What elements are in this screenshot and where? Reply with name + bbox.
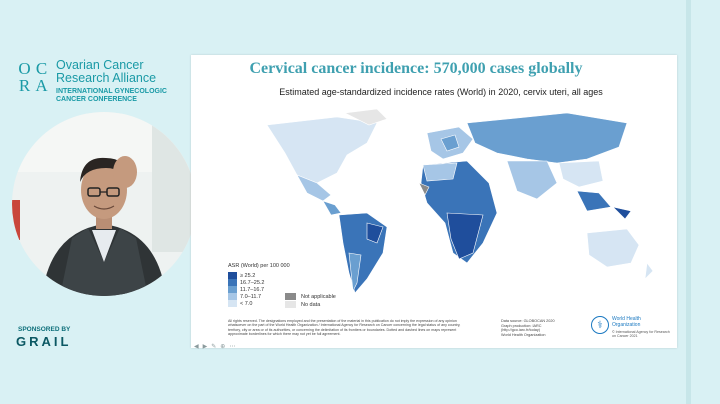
who-emblem-icon: ⚕ bbox=[591, 316, 609, 334]
speaker-image bbox=[12, 112, 196, 296]
conference-line1: INTERNATIONAL GYNECOLOGIC bbox=[56, 88, 167, 95]
ocra-logo-mark: O C R A bbox=[16, 60, 50, 94]
slide-title: Cervical cancer incidence: 570,000 cases… bbox=[249, 60, 583, 77]
sponsor-label: SPONSORED BY bbox=[18, 326, 71, 333]
legend-swatch bbox=[228, 286, 237, 293]
next-slide-icon[interactable]: ▶ bbox=[202, 343, 208, 350]
legend-label: 7.0–11.7 bbox=[240, 293, 262, 300]
legend-item: 7.0–11.7 bbox=[228, 293, 261, 300]
who-copyright: © International Agency for Research on C… bbox=[612, 330, 670, 339]
legend-label: ≥ 25.2 bbox=[240, 272, 256, 279]
presentation-slide: Cervical cancer incidence: 570,000 cases… bbox=[191, 55, 677, 348]
data-source: Data source: GLOBOCAN 2020 Graph product… bbox=[501, 319, 555, 337]
slide-toolbar: ◀ ▶ ✎ ⊕ ⋯ bbox=[194, 342, 394, 350]
logo-letter: A bbox=[35, 76, 48, 95]
org-name: Ovarian Cancer Research Alliance bbox=[56, 59, 186, 85]
legend-title: ASR (World) per 100 000 bbox=[228, 263, 290, 269]
europe bbox=[426, 126, 474, 160]
legend-label: 11.7–16.7 bbox=[240, 286, 265, 293]
conference-line2: CANCER CONFERENCE bbox=[56, 96, 137, 103]
legend-swatch bbox=[228, 279, 237, 286]
map-title: Estimated age-standardized incidence rat… bbox=[279, 87, 603, 97]
legend-not-applicable: Not applicable bbox=[285, 293, 336, 300]
org-name-line2: Research Alliance bbox=[56, 71, 157, 85]
legend-item: 16.7–25.2 bbox=[228, 279, 264, 286]
speaker-video bbox=[12, 112, 196, 296]
logo-letter: O bbox=[18, 59, 31, 78]
org-name-line1: Ovarian Cancer bbox=[56, 58, 144, 72]
more-options-icon[interactable]: ⋯ bbox=[229, 343, 236, 350]
legend-swatch bbox=[228, 293, 237, 300]
legend-item: 11.7–16.7 bbox=[228, 286, 264, 293]
right-edge-border bbox=[686, 0, 691, 404]
ocra-logo: O C R A Ovarian Cancer Research Alliance… bbox=[16, 58, 186, 118]
africa bbox=[418, 160, 498, 264]
legend-item: ≥ 25.2 bbox=[228, 272, 255, 279]
legend-swatch bbox=[285, 293, 296, 300]
legend-swatch bbox=[285, 301, 296, 308]
legend-item: < 7.0 bbox=[228, 300, 252, 307]
legend-label: Not applicable bbox=[301, 293, 336, 300]
map-disclaimer: All rights reserved. The designations em… bbox=[228, 319, 461, 337]
legend-swatch bbox=[228, 300, 237, 307]
legend-no-data: No data bbox=[285, 301, 320, 308]
south-america bbox=[338, 212, 388, 294]
left-panel: O C R A Ovarian Cancer Research Alliance… bbox=[0, 0, 196, 404]
prev-slide-icon[interactable]: ◀ bbox=[194, 343, 199, 350]
conference-name: INTERNATIONAL GYNECOLOGIC CANCER CONFERE… bbox=[56, 88, 186, 104]
grail-logo: GRAIL bbox=[16, 334, 72, 349]
who-logo: ⚕ World Health Organization © Internatio… bbox=[591, 314, 675, 344]
north-america bbox=[266, 108, 388, 216]
legend-label: < 7.0 bbox=[240, 300, 253, 307]
legend-label: No data bbox=[301, 301, 321, 308]
legend-label: 16.7–25.2 bbox=[240, 279, 265, 286]
logo-letter: C bbox=[35, 59, 48, 78]
map-legend: ASR (World) per 100 000 ≥ 25.2 16.7–25.2… bbox=[228, 263, 388, 323]
who-name: World Health Organization bbox=[612, 316, 641, 328]
logo-letter: R bbox=[18, 76, 31, 95]
legend-swatch bbox=[228, 272, 237, 279]
asia bbox=[466, 112, 632, 220]
world-map bbox=[266, 108, 654, 294]
oceania bbox=[586, 228, 654, 280]
pen-icon[interactable]: ✎ bbox=[211, 343, 217, 350]
zoom-icon[interactable]: ⊕ bbox=[220, 343, 226, 350]
